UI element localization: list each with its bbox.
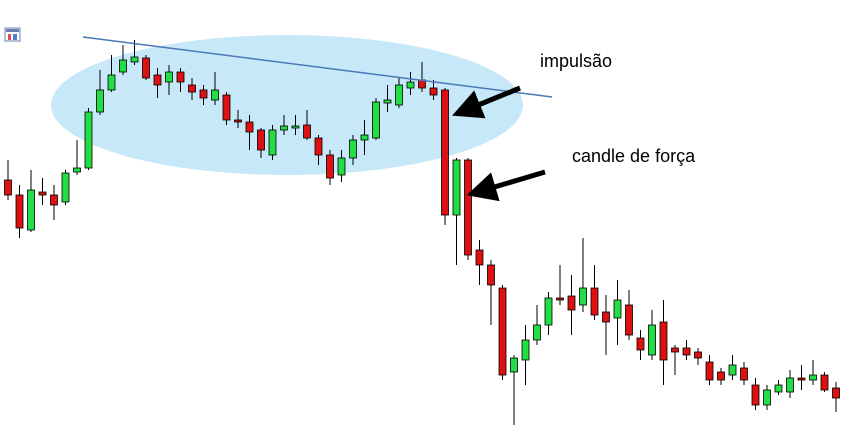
candle-body	[475, 249, 484, 266]
candle-body	[4, 179, 12, 196]
arrow	[452, 85, 521, 119]
candle-body	[303, 124, 311, 139]
candle-body	[199, 89, 208, 99]
candle-body	[602, 311, 610, 323]
candle-body	[579, 287, 587, 306]
candle-body	[142, 57, 150, 79]
candle-body	[165, 71, 173, 83]
candle-body	[188, 84, 196, 93]
candle-body	[636, 337, 645, 351]
candle-body	[717, 371, 725, 381]
candle-body	[556, 297, 564, 301]
candle-body	[349, 139, 357, 159]
candle-body	[487, 264, 495, 286]
candle-body	[786, 377, 794, 393]
trend-line	[82, 36, 553, 98]
candle-body	[820, 374, 829, 391]
candle-body	[383, 99, 392, 104]
candle-body	[832, 387, 840, 399]
candle-body	[544, 297, 553, 326]
candle-body	[464, 159, 472, 256]
candle-body	[521, 339, 530, 361]
candle-body	[73, 167, 81, 173]
candle-body	[774, 384, 783, 393]
candle-body	[740, 367, 748, 381]
candle-body	[107, 74, 116, 91]
candle-body	[291, 125, 300, 129]
candle-body	[682, 347, 691, 356]
candle-body	[567, 295, 576, 311]
candle-body	[153, 74, 162, 86]
candle-body	[257, 129, 265, 151]
candle-body	[705, 361, 714, 381]
candle-body	[441, 89, 449, 216]
candle-body	[533, 324, 541, 341]
candle-body	[728, 364, 737, 376]
candle-body	[510, 357, 518, 373]
candle-body	[15, 194, 24, 229]
candle-body	[234, 119, 242, 123]
candle-body	[360, 134, 369, 141]
candle-body	[280, 125, 288, 131]
candle-body	[809, 374, 817, 381]
candle-body	[452, 159, 461, 216]
candle-body	[222, 94, 231, 121]
candle-body	[797, 377, 806, 381]
candle-body	[498, 287, 507, 376]
candle-body	[176, 71, 185, 83]
toolbar-icon[interactable]	[4, 27, 21, 42]
highlight-ellipse	[51, 35, 523, 175]
candle-body	[38, 191, 47, 196]
candle-body	[659, 321, 668, 361]
candle-body	[372, 101, 380, 139]
candle-body	[625, 304, 633, 336]
arrow	[466, 169, 546, 202]
annotation: impulsão	[540, 51, 612, 71]
candle-body	[130, 56, 139, 63]
candle-body	[119, 59, 127, 73]
candle-body	[613, 299, 622, 319]
candle-body	[395, 84, 403, 106]
candle-body	[671, 347, 679, 353]
candles	[4, 40, 840, 425]
candle-body	[211, 89, 219, 101]
candle-body	[50, 194, 58, 206]
candle-body	[96, 89, 104, 113]
candle-body	[406, 81, 415, 89]
candle-body	[84, 111, 93, 169]
candle-body	[763, 389, 771, 406]
candle-body	[751, 384, 760, 406]
candle-body	[245, 121, 254, 133]
annotation: candle de força	[572, 146, 696, 166]
candle-body	[337, 157, 346, 176]
candle-body	[326, 154, 334, 179]
candle-body	[648, 324, 656, 356]
candle-body	[61, 172, 70, 203]
candle-body	[268, 129, 277, 156]
candle-body	[590, 287, 599, 316]
candle-body	[314, 137, 323, 156]
candle-body	[429, 87, 438, 96]
candle-body	[27, 189, 35, 231]
candle-body	[694, 351, 702, 359]
